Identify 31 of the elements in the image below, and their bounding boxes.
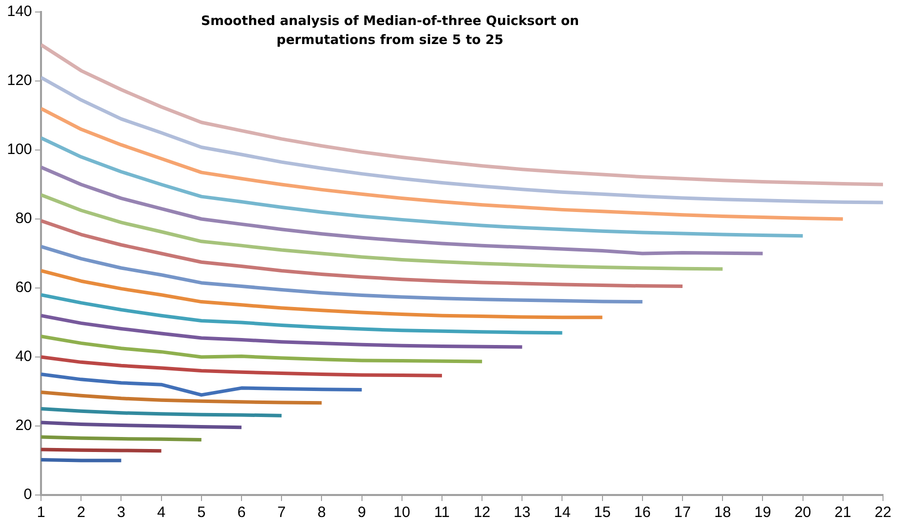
y-tick-label: 0 (24, 486, 32, 504)
x-tick-label: 17 (674, 504, 691, 522)
x-tick-label: 7 (277, 504, 286, 522)
x-tick-label: 15 (594, 504, 611, 522)
x-tick-label: 16 (634, 504, 651, 522)
x-tick-label: 13 (514, 504, 530, 522)
x-tick-label: 6 (237, 504, 246, 522)
x-tick-label: 1 (36, 504, 46, 522)
y-tick-label: 60 (15, 279, 32, 296)
x-tick-label: 8 (318, 504, 326, 522)
y-tick-label: 40 (15, 348, 32, 366)
x-tick-label: 11 (434, 504, 450, 522)
y-tick-label: 100 (6, 141, 32, 158)
x-tick-label: 12 (474, 504, 490, 522)
x-tick-label: 5 (197, 504, 206, 522)
x-tick-label: 20 (794, 504, 812, 522)
x-tick-label: 9 (358, 504, 366, 522)
x-tick-label: 3 (117, 504, 126, 522)
x-tick-label: 21 (834, 504, 852, 522)
y-tick-label: 120 (6, 72, 32, 90)
x-tick-label: 22 (874, 504, 892, 522)
text: Smoothed analysis of Median-of-three Quicksort on permutations from size 5 to 25 (200, 13, 580, 50)
y-tick-label: 80 (15, 210, 32, 228)
x-tick-label: 19 (754, 504, 772, 522)
x-tick-label: 4 (157, 504, 166, 522)
x-tick-label: 10 (394, 504, 410, 522)
x-tick-label: 18 (714, 504, 731, 522)
y-tick-label: 140 (6, 3, 32, 20)
y-tick-label: 20 (15, 417, 32, 434)
x-tick-label: 14 (554, 504, 571, 522)
x-tick-label: 2 (76, 504, 86, 522)
